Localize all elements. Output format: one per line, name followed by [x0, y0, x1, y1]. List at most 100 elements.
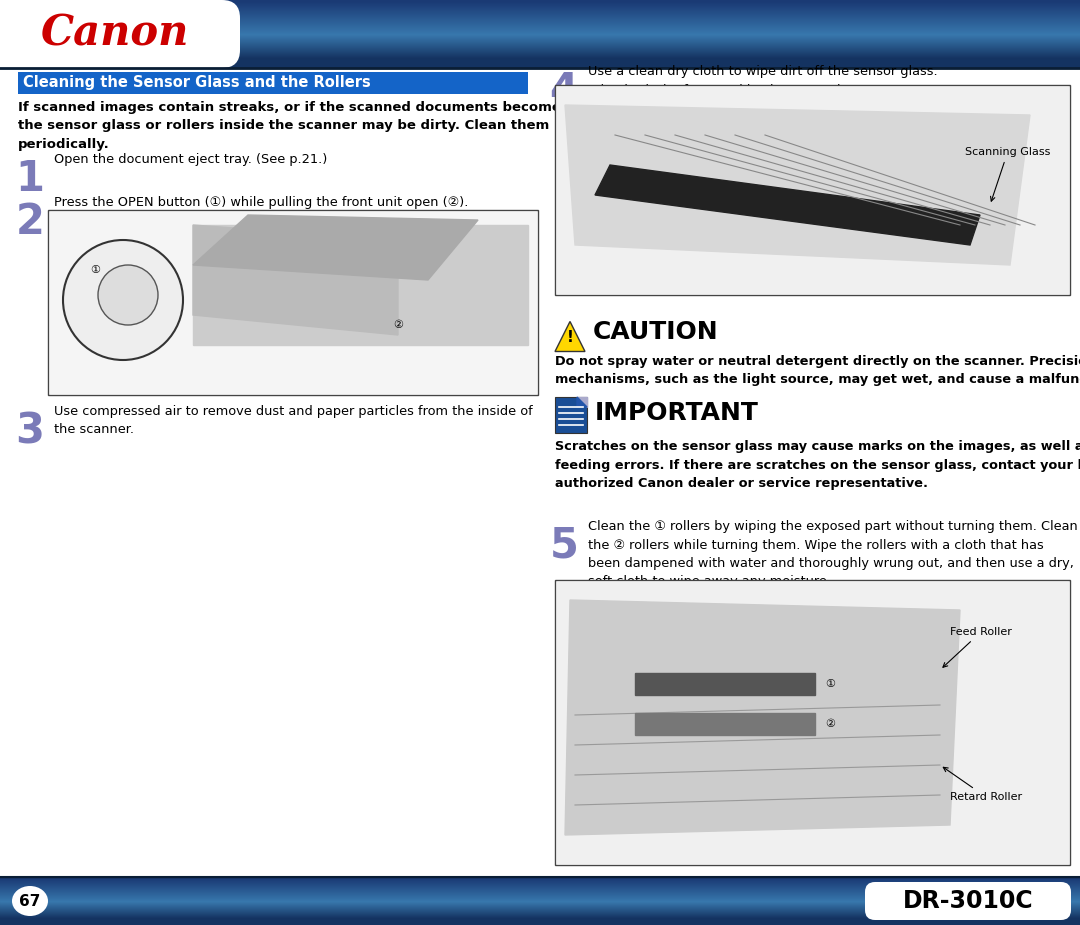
Bar: [0, 16, 1080, 17]
Bar: [0, 39, 1080, 40]
Bar: [0, 890, 1080, 891]
Bar: [0, 41, 1080, 42]
Text: ①: ①: [825, 679, 835, 689]
Bar: [0, 48, 1080, 49]
Bar: [0, 24, 1080, 25]
Bar: [0, 882, 1080, 883]
Bar: [0, 903, 1080, 904]
Bar: [0, 11, 1080, 12]
Polygon shape: [557, 582, 1068, 863]
Polygon shape: [193, 225, 399, 335]
Bar: [0, 12, 1080, 13]
Bar: [0, 22, 1080, 23]
Bar: [0, 7, 1080, 8]
Bar: [0, 19, 1080, 20]
Bar: [0, 914, 1080, 915]
Text: !: !: [567, 330, 573, 346]
Bar: [0, 10, 1080, 11]
Bar: [0, 910, 1080, 911]
Bar: [0, 64, 1080, 65]
Bar: [0, 923, 1080, 924]
Bar: [0, 27, 1080, 28]
Bar: [0, 901, 1080, 902]
Bar: [48, 210, 538, 395]
Bar: [0, 908, 1080, 909]
Bar: [0, 902, 1080, 903]
Text: 1: 1: [15, 158, 44, 200]
Bar: [0, 924, 1080, 925]
Bar: [0, 6, 1080, 7]
Text: ②: ②: [393, 320, 403, 330]
Text: 3: 3: [15, 410, 44, 452]
Bar: [0, 897, 1080, 898]
Polygon shape: [193, 215, 478, 280]
Bar: [0, 3, 1080, 4]
Text: Use compressed air to remove dust and paper particles from the inside of
the sca: Use compressed air to remove dust and pa…: [54, 405, 532, 436]
Text: Feed Roller: Feed Roller: [943, 627, 1012, 667]
Bar: [555, 580, 1070, 865]
Bar: [0, 26, 1080, 27]
Bar: [0, 38, 1080, 39]
FancyBboxPatch shape: [865, 882, 1071, 920]
Bar: [0, 911, 1080, 912]
Polygon shape: [565, 600, 960, 835]
Text: Open the document eject tray. (See p.21.): Open the document eject tray. (See p.21.…: [54, 153, 327, 166]
Bar: [0, 891, 1080, 892]
Bar: [0, 52, 1080, 53]
Bar: [0, 47, 1080, 48]
Bar: [0, 915, 1080, 916]
Bar: [0, 34, 1080, 35]
Text: 5: 5: [550, 525, 579, 567]
Bar: [0, 0, 220, 68]
Text: CAUTION: CAUTION: [593, 320, 718, 344]
Bar: [0, 920, 1080, 921]
Polygon shape: [193, 225, 528, 345]
Circle shape: [63, 240, 183, 360]
Bar: [0, 904, 1080, 905]
Text: 67: 67: [19, 894, 41, 908]
Bar: [0, 913, 1080, 914]
Bar: [0, 2, 1080, 3]
Bar: [0, 63, 1080, 64]
Polygon shape: [635, 673, 815, 695]
Bar: [0, 1, 1080, 2]
Bar: [0, 916, 1080, 917]
Circle shape: [98, 265, 158, 325]
Text: Canon: Canon: [41, 13, 189, 55]
Bar: [0, 13, 1080, 14]
Bar: [0, 65, 1080, 66]
Text: Scratches on the sensor glass may cause marks on the images, as well as
feeding : Scratches on the sensor glass may cause …: [555, 440, 1080, 490]
Bar: [0, 877, 1080, 878]
Bar: [0, 37, 1080, 38]
Ellipse shape: [12, 886, 48, 916]
Bar: [0, 884, 1080, 885]
Text: 2: 2: [15, 201, 44, 243]
Bar: [0, 880, 1080, 881]
Bar: [0, 35, 1080, 36]
Polygon shape: [577, 397, 588, 407]
Bar: [0, 9, 1080, 10]
Bar: [0, 889, 1080, 890]
Bar: [0, 58, 1080, 59]
Bar: [0, 885, 1080, 886]
Text: Press the OPEN button (①) while pulling the front unit open (②).: Press the OPEN button (①) while pulling …: [54, 196, 469, 209]
Bar: [0, 922, 1080, 923]
Bar: [0, 56, 1080, 57]
Bar: [0, 62, 1080, 63]
Bar: [0, 896, 1080, 897]
Text: ①: ①: [90, 265, 100, 275]
Bar: [0, 887, 1080, 888]
Bar: [0, 50, 1080, 51]
Bar: [0, 907, 1080, 908]
Bar: [0, 36, 1080, 37]
Bar: [0, 20, 1080, 21]
Bar: [0, 921, 1080, 922]
Bar: [0, 906, 1080, 907]
Bar: [0, 5, 1080, 6]
Polygon shape: [50, 212, 536, 393]
Bar: [0, 917, 1080, 918]
Polygon shape: [555, 322, 585, 352]
Bar: [18, 72, 528, 94]
Bar: [0, 894, 1080, 895]
Bar: [555, 397, 588, 433]
